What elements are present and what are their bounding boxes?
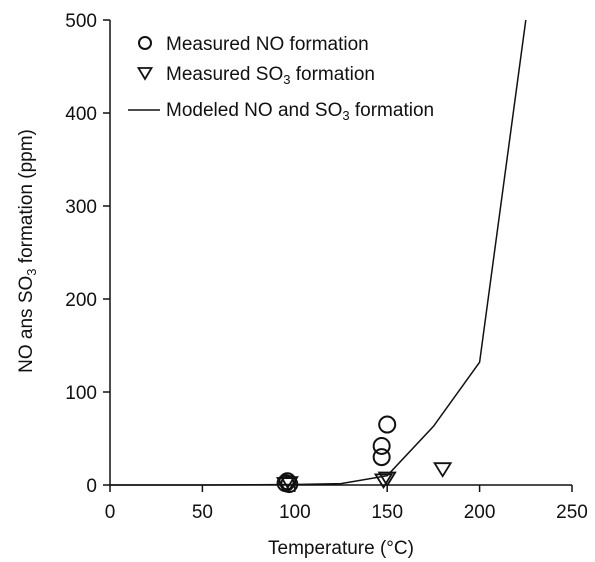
ticks: 0 50 100 150 200 250 0 100 200 300 400 500 (65, 11, 588, 523)
legend-triangle-marker (136, 67, 154, 81)
legend: Measured NO formation Measured SO3 forma… (128, 34, 434, 123)
legend-label-modeled: Modeled NO and SO3 formation (166, 100, 434, 123)
y-tick-label: 200 (65, 290, 97, 311)
legend-label-measured-so3: Measured SO3 formation (166, 64, 375, 87)
y-tick-label: 300 (65, 197, 97, 218)
y-tick-label: 0 (86, 476, 97, 497)
point-measured-so3 (279, 476, 299, 492)
point-measured-no (378, 415, 397, 434)
y-axis-title: NO ans SO3 formation (ppm) (16, 129, 39, 373)
point-measured-no (372, 436, 391, 455)
legend-label-measured-no: Measured NO formation (166, 34, 369, 55)
point-measured-no (372, 448, 391, 467)
legend-circle-marker (138, 36, 152, 50)
x-axis-title: Temperature (°C) (268, 538, 414, 559)
x-tick-label: 200 (464, 502, 496, 523)
point-measured-so3 (377, 471, 397, 488)
x-tick-label: 100 (279, 502, 311, 523)
point-measured-so3 (433, 462, 453, 478)
y-tick-label: 100 (65, 383, 97, 404)
point-measured-so3 (373, 473, 394, 490)
y-axis-title-part2: formation (ppm) (16, 129, 37, 268)
marks (110, 19, 527, 494)
axes (109, 20, 572, 486)
x-tick-label: 250 (556, 502, 588, 523)
y-tick-label: 500 (65, 11, 97, 32)
point-measured-so3 (275, 477, 296, 493)
x-tick-label: 150 (371, 502, 403, 523)
y-axis-title-subscript: 3 (24, 268, 39, 275)
x-tick-label: 0 (105, 502, 116, 523)
x-tick-label: 50 (192, 502, 213, 523)
y-axis-title-part1: NO ans SO (16, 276, 37, 373)
y-tick-label: 400 (65, 104, 97, 125)
series-line-modeled (110, 19, 527, 486)
